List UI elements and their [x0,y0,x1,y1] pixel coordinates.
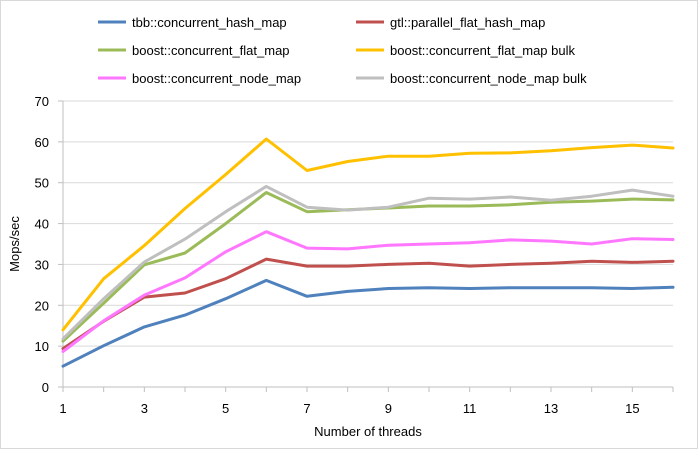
series-line-5 [61,230,675,353]
legend-label: tbb::concurrent_hash_map [132,15,287,30]
legend: tbb::concurrent_hash_map gtl::parallel_fl… [98,15,587,86]
x-tick-label: 1 [59,401,66,416]
gridlines [63,100,673,347]
x-tick-labels: 1 3 5 7 9 11 13 15 [59,401,639,416]
x-axis-title: Number of threads [314,424,422,439]
legend-label: boost::concurrent_flat_map bulk [390,43,575,58]
y-axis-title: Mops/sec [7,216,22,272]
y-tick-label: 30 [35,257,49,272]
legend-label: boost::concurrent_flat_map [132,43,290,58]
legend-label: gtl::parallel_flat_hash_map [390,15,545,30]
legend-label: boost::concurrent_node_map [132,71,301,86]
y-tick-label: 50 [35,176,49,191]
series-line-6 [61,184,675,341]
series-line-1 [61,278,675,368]
x-tick-label: 9 [385,401,392,416]
series-line-4 [61,137,675,332]
x-tick-label: 5 [222,401,229,416]
series-lines [61,137,675,368]
x-tick-label: 11 [463,401,477,416]
series-line-2 [61,257,675,351]
y-tick-label: 60 [35,135,49,150]
y-tick-label: 70 [35,94,49,109]
y-tick-label: 40 [35,217,49,232]
y-tick-label: 20 [35,298,49,313]
y-tick-label: 10 [35,339,49,354]
x-tick-label: 7 [303,401,310,416]
x-tick-label: 13 [544,401,558,416]
legend-label: boost::concurrent_node_map bulk [390,71,587,86]
x-tick-label: 3 [141,401,148,416]
x-tick-label: 15 [625,401,639,416]
series-line-3 [61,191,675,343]
y-tick-labels: 0 10 20 30 40 50 60 70 [35,94,49,395]
y-tick-label: 0 [42,380,49,395]
